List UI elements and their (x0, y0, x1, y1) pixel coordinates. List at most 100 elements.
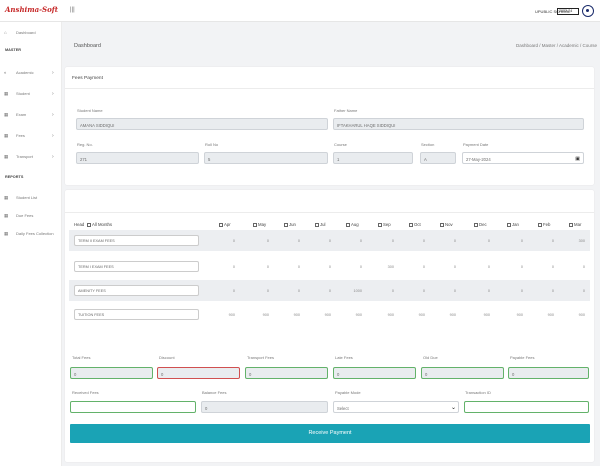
total-fees-label: Total Fees (72, 355, 91, 360)
month-header-may[interactable]: May (253, 222, 266, 227)
month-header-jan[interactable]: Jan (507, 222, 519, 227)
section-field[interactable]: A (420, 152, 456, 164)
divider (65, 88, 594, 89)
chevron-right-icon: › (52, 91, 54, 97)
fee-amount-cell: 300 (387, 264, 394, 269)
fee-amount-cell: 900 (324, 312, 331, 317)
payable-mode-select[interactable]: Select ⌄ (333, 401, 459, 413)
month-checkbox[interactable] (507, 223, 511, 227)
course-label: Course (334, 142, 347, 147)
month-header-mar[interactable]: Mar (569, 222, 581, 227)
month-header-apr[interactable]: Apr (219, 222, 231, 227)
list-icon: ▦ (4, 213, 9, 218)
sidebar-item-dashboard[interactable]: ⌂ Dashboard (4, 30, 36, 35)
month-header-jul[interactable]: Jul (315, 222, 326, 227)
month-checkbox[interactable] (315, 223, 319, 227)
sidebar-item-transport[interactable]: ▦ Transport › (4, 154, 54, 160)
transport-icon: ▦ (4, 154, 9, 159)
month-header-aug[interactable]: Aug (346, 222, 359, 227)
late-fees-field[interactable]: 0 (333, 367, 416, 379)
sidebar-item-fees[interactable]: ▦ Fees › (4, 133, 54, 139)
father-name-field[interactable]: IFTAKHARUL HAQE SIDDIQUI (333, 118, 584, 130)
month-header-dec[interactable]: Dec (474, 222, 487, 227)
sidebar-item-academic[interactable]: ◐ Academic › (4, 70, 54, 76)
all-months-checkbox[interactable] (87, 223, 91, 227)
payable-mode-label: Payable Mode (335, 390, 361, 395)
fee-amount-cell: 0 (487, 264, 490, 269)
month-checkbox[interactable] (569, 223, 573, 227)
roll-no-label: Roll No (205, 142, 219, 147)
sidebar-item-exam[interactable]: ▦ Exam › (4, 112, 54, 118)
fee-amount-cell: 0 (328, 288, 331, 293)
fee-amount-cell: 0 (422, 238, 425, 243)
fee-head-field[interactable]: TUITION FEES (74, 309, 199, 320)
sidebar: ⌂ Dashboard MASTER ◐ Academic › ▦ Student › ▦… (0, 22, 62, 466)
month-checkbox[interactable] (378, 223, 382, 227)
app-logo[interactable]: Anshima-Soft (5, 5, 59, 14)
month-header-jun[interactable]: Jun (284, 222, 296, 227)
fee-amount-cell: 0 (297, 288, 300, 293)
head-column-header: Head (74, 222, 85, 227)
fee-amount-cell: 0 (359, 238, 362, 243)
discount-field[interactable]: 0 (157, 367, 240, 379)
fee-amount-cell: 0 (520, 238, 523, 243)
list-icon: ▦ (4, 231, 9, 236)
fee-amount-cell: 0 (391, 288, 394, 293)
receive-payment-button[interactable]: Receive Payment (70, 424, 590, 443)
fee-amount-cell: 0 (582, 288, 585, 293)
fee-head-field[interactable]: TERM I EXAM FEES (74, 261, 199, 272)
transport-fees-field[interactable]: 0 (245, 367, 328, 379)
fee-head-field[interactable]: AMENITY FEES (74, 285, 199, 296)
month-checkbox[interactable] (253, 223, 257, 227)
student-name-field[interactable]: AMANA SIDDIQUI (76, 118, 328, 130)
fee-amount-cell: 0 (551, 238, 554, 243)
total-fees-field[interactable]: 0 (70, 367, 153, 379)
fee-amount-cell: 0 (520, 288, 523, 293)
month-header-sep[interactable]: Sep (378, 222, 391, 227)
reg-no-field[interactable]: 271 (76, 152, 199, 164)
table-row-background (69, 230, 590, 251)
month-checkbox[interactable] (474, 223, 478, 227)
month-checkbox[interactable] (346, 223, 350, 227)
payment-date-input[interactable]: 27-May-2024 ▣ (462, 152, 584, 164)
sidebar-item-student[interactable]: ▦ Student › (4, 91, 54, 97)
month-checkbox[interactable] (284, 223, 288, 227)
fee-head-field[interactable]: TERM II EXAM FEES (74, 235, 199, 246)
sidebar-item-daily-fees-collection[interactable]: ▦ Daily Fees Collection (4, 231, 54, 236)
fee-amount-cell: 0 (266, 288, 269, 293)
list-icon: ▦ (4, 195, 9, 200)
month-header-nov[interactable]: Nov (440, 222, 453, 227)
roll-no-field[interactable]: 5 (204, 152, 328, 164)
month-header-feb[interactable]: Feb (538, 222, 550, 227)
fee-amount-cell: 0 (487, 238, 490, 243)
month-checkbox[interactable] (219, 223, 223, 227)
payment-date-value: 27-May-2024 (466, 156, 491, 162)
avatar[interactable] (582, 5, 594, 17)
month-checkbox[interactable] (440, 223, 444, 227)
fee-amount-cell: 1000 (353, 288, 362, 293)
month-checkbox[interactable] (538, 223, 542, 227)
fee-amount-cell: 900 (449, 312, 456, 317)
fee-amount-cell: 0 (520, 264, 523, 269)
breadcrumb: Dashboard / Master / Academic / Course (516, 43, 598, 48)
balance-fees-field[interactable]: 0 (201, 401, 328, 413)
sidebar-item-due-fees[interactable]: ▦ Due Fees (4, 213, 34, 218)
month-checkbox[interactable] (409, 223, 413, 227)
old-due-field[interactable]: 0 (421, 367, 504, 379)
menu-toggle-icon[interactable]: ||| (70, 7, 75, 13)
payable-fees-field[interactable]: 0 (508, 367, 589, 379)
transport-fees-label: Transport Fees (247, 355, 274, 360)
month-header-oct[interactable]: Oct (409, 222, 421, 227)
received-fees-input[interactable] (70, 401, 196, 413)
exam-icon: ▦ (4, 112, 9, 117)
page-title: Dashboard (74, 43, 101, 49)
table-row-background (69, 280, 590, 301)
course-field[interactable]: 1 (333, 152, 413, 164)
session-select[interactable]: 2023-24 (557, 8, 579, 15)
transaction-id-input[interactable] (464, 401, 589, 413)
fee-amount-cell: 0 (391, 238, 394, 243)
sidebar-item-student-list[interactable]: ▦ Student List (4, 195, 38, 200)
fee-amount-cell: 900 (516, 312, 523, 317)
all-months-toggle[interactable]: All Months (87, 222, 112, 227)
calendar-icon[interactable]: ▣ (575, 155, 580, 162)
